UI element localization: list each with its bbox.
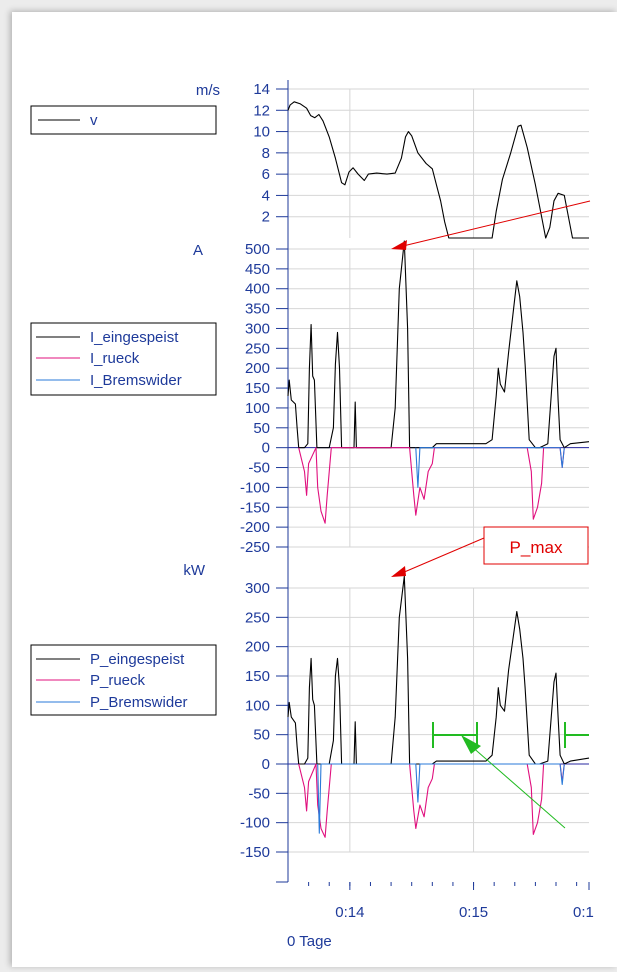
ytick-label-speed: 4 bbox=[262, 187, 270, 204]
ytick-label-power: 0 bbox=[262, 756, 270, 773]
series-i-bremswider bbox=[415, 447, 565, 488]
xtick-label: 0:14 bbox=[335, 904, 364, 921]
ytick-label-power: 150 bbox=[245, 668, 270, 685]
series-v bbox=[287, 101, 589, 239]
ytick-label-current: 100 bbox=[245, 400, 270, 417]
ytick-label-power: 100 bbox=[245, 697, 270, 714]
ytick-label-current: 250 bbox=[245, 340, 270, 357]
xtick-label: 0:15 bbox=[459, 904, 488, 921]
arrow-current-peak-head bbox=[391, 240, 407, 250]
x-axis-label: 0 Tage bbox=[287, 933, 332, 950]
ytick-label-power: 50 bbox=[253, 727, 270, 744]
legend-current: I_eingespeist I_rueck I_Bremswider bbox=[30, 322, 217, 396]
ytick-label-current: -250 bbox=[240, 539, 270, 556]
xtick-label: 0:1 bbox=[573, 904, 594, 921]
ytick-label-current: -100 bbox=[240, 479, 270, 496]
legend-label-p-rueck: P_rueck bbox=[90, 672, 146, 689]
legend-label-p-eingespeist: P_eingespeist bbox=[90, 651, 185, 668]
ytick-label-power: -50 bbox=[248, 785, 270, 802]
arrow-current-peak-line bbox=[402, 200, 591, 247]
series-i-eingespeist bbox=[287, 240, 590, 449]
green-arrow-line bbox=[469, 744, 566, 829]
ytick-label-current: 0 bbox=[262, 440, 270, 457]
arrow-p-max-line bbox=[401, 537, 485, 574]
series-i-rueck bbox=[298, 447, 565, 524]
legend-power: P_eingespeist P_rueck P_Bremswider bbox=[30, 644, 217, 716]
ytick-label-speed: 6 bbox=[262, 166, 270, 183]
ytick-label-power: -100 bbox=[240, 815, 270, 832]
p-max-annotation: P_max bbox=[483, 526, 589, 565]
green-arrow-head bbox=[461, 735, 481, 754]
annotation-layer bbox=[391, 200, 591, 829]
ytick-label-current: 450 bbox=[245, 261, 270, 278]
ytick-label-power: -150 bbox=[240, 844, 270, 861]
ytick-label-speed: 8 bbox=[262, 145, 270, 162]
ytick-label-power: 250 bbox=[245, 609, 270, 626]
ytick-label-speed: 10 bbox=[253, 124, 270, 141]
unit-label-speed: m/s bbox=[196, 82, 220, 99]
axis-layer: 1412108642500450400350300250200150100500… bbox=[240, 80, 594, 921]
chart-sheet: 14 12 10 8 6 4 2 500 450 400 350 300 250 200 150 100 50 0… bbox=[12, 12, 617, 967]
ytick-label-current: 200 bbox=[245, 360, 270, 377]
chart-svg: 1412108642500450400350300250200150100500… bbox=[30, 80, 594, 950]
ytick-label-current: 400 bbox=[245, 281, 270, 298]
ytick-label-speed: 12 bbox=[253, 102, 270, 119]
legend-label-i-rueck: I_rueck bbox=[90, 350, 140, 367]
legend-label-i-eingespeist: I_eingespeist bbox=[90, 329, 179, 346]
unit-label-power: kW bbox=[183, 562, 206, 579]
p-max-label: P_max bbox=[510, 538, 563, 557]
ytick-label-current: -50 bbox=[248, 460, 270, 477]
ytick-label-current: 50 bbox=[253, 420, 270, 437]
series-layer bbox=[287, 101, 590, 838]
ytick-label-speed: 14 bbox=[253, 81, 270, 98]
legend-label-v: v bbox=[90, 112, 98, 129]
ytick-label-current: 150 bbox=[245, 380, 270, 397]
ytick-label-power: 200 bbox=[245, 639, 270, 656]
ytick-label-speed: 2 bbox=[262, 209, 270, 226]
legend-label-i-bremswider: I_Bremswider bbox=[90, 372, 182, 389]
ytick-label-current: -150 bbox=[240, 499, 270, 516]
ytick-label-current: -200 bbox=[240, 519, 270, 536]
series-p-rueck bbox=[298, 763, 565, 838]
ytick-label-power: 300 bbox=[245, 580, 270, 597]
p-max-box bbox=[483, 526, 589, 565]
ytick-label-current: 300 bbox=[245, 320, 270, 337]
legend-label-p-bremswider: P_Bremswider bbox=[90, 694, 188, 711]
ytick-label-current: 350 bbox=[245, 301, 270, 318]
unit-label-current: A bbox=[193, 242, 203, 259]
series-p-bremswider bbox=[317, 763, 565, 834]
ytick-label-current: 500 bbox=[245, 241, 270, 258]
arrow-p-max-head bbox=[391, 566, 406, 577]
legend-speed: v bbox=[30, 105, 217, 135]
